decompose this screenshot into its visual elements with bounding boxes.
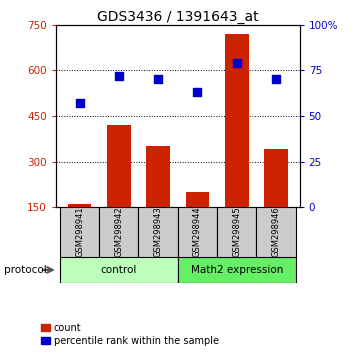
- Bar: [146, 146, 170, 207]
- Text: Math2 expression: Math2 expression: [191, 265, 283, 275]
- Bar: [60, 257, 178, 283]
- Text: GSM298941: GSM298941: [75, 206, 84, 257]
- Point: [273, 77, 279, 82]
- Bar: [256, 207, 296, 257]
- Legend: count, percentile rank within the sample: count, percentile rank within the sample: [41, 323, 219, 346]
- Text: GSM298944: GSM298944: [193, 206, 202, 257]
- Bar: [60, 207, 99, 257]
- Point: [195, 90, 200, 95]
- Text: GSM298943: GSM298943: [154, 206, 163, 257]
- Bar: [68, 204, 91, 207]
- Bar: [217, 207, 256, 257]
- Bar: [186, 192, 209, 207]
- Bar: [225, 34, 248, 207]
- Point: [77, 100, 82, 106]
- Text: protocol: protocol: [4, 265, 46, 275]
- Bar: [99, 207, 139, 257]
- Bar: [107, 125, 131, 207]
- Text: GSM298946: GSM298946: [271, 206, 280, 257]
- Bar: [264, 149, 288, 207]
- Title: GDS3436 / 1391643_at: GDS3436 / 1391643_at: [97, 10, 258, 24]
- Bar: [139, 207, 178, 257]
- Bar: [178, 207, 217, 257]
- Text: GSM298945: GSM298945: [232, 206, 241, 257]
- Bar: [178, 257, 296, 283]
- Text: control: control: [101, 265, 137, 275]
- Point: [234, 60, 240, 66]
- Text: GSM298942: GSM298942: [114, 206, 123, 257]
- Point: [155, 77, 161, 82]
- Point: [116, 73, 122, 79]
